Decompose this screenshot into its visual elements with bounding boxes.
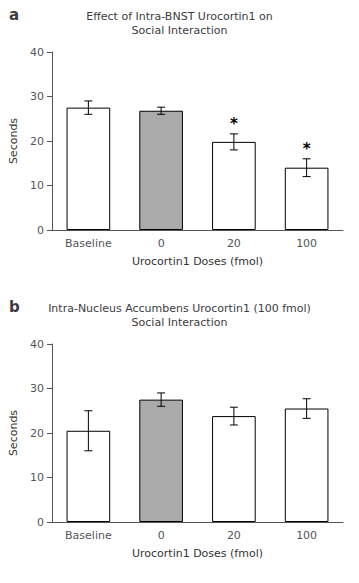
svg-text:100: 100: [296, 237, 317, 250]
svg-text:*: *: [230, 115, 238, 133]
svg-text:Baseline: Baseline: [65, 237, 112, 250]
svg-text:Urocortin1 Doses (fmol): Urocortin1 Doses (fmol): [132, 547, 263, 560]
svg-text:40: 40: [30, 338, 44, 351]
svg-text:0: 0: [37, 224, 44, 237]
svg-text:20: 20: [30, 135, 44, 148]
svg-text:Urocortin1 Doses (fmol): Urocortin1 Doses (fmol): [132, 255, 263, 268]
svg-text:100: 100: [296, 529, 317, 542]
svg-text:20: 20: [227, 237, 241, 250]
svg-text:20: 20: [227, 529, 241, 542]
svg-text:Baseline: Baseline: [65, 529, 112, 542]
svg-text:Social Interaction: Social Interaction: [132, 316, 228, 329]
svg-text:0: 0: [37, 516, 44, 529]
svg-text:Seconds: Seconds: [7, 410, 20, 456]
svg-text:*: *: [303, 140, 311, 158]
svg-text:30: 30: [30, 382, 44, 395]
svg-text:10: 10: [30, 471, 44, 484]
svg-text:a: a: [9, 6, 19, 24]
svg-text:40: 40: [30, 46, 44, 59]
svg-text:20: 20: [30, 427, 44, 440]
svg-text:Seconds: Seconds: [7, 118, 20, 164]
svg-text:Intra-Nucleus Accumbens Urocor: Intra-Nucleus Accumbens Urocortin1 (100 …: [48, 302, 311, 315]
svg-text:Effect of Intra-BNST Urocortin: Effect of Intra-BNST Urocortin1 on: [86, 10, 273, 23]
svg-text:b: b: [9, 298, 20, 316]
svg-text:0: 0: [158, 237, 165, 250]
svg-text:30: 30: [30, 90, 44, 103]
svg-text:Social Interaction: Social Interaction: [132, 24, 228, 37]
svg-text:10: 10: [30, 179, 44, 192]
svg-text:0: 0: [158, 529, 165, 542]
